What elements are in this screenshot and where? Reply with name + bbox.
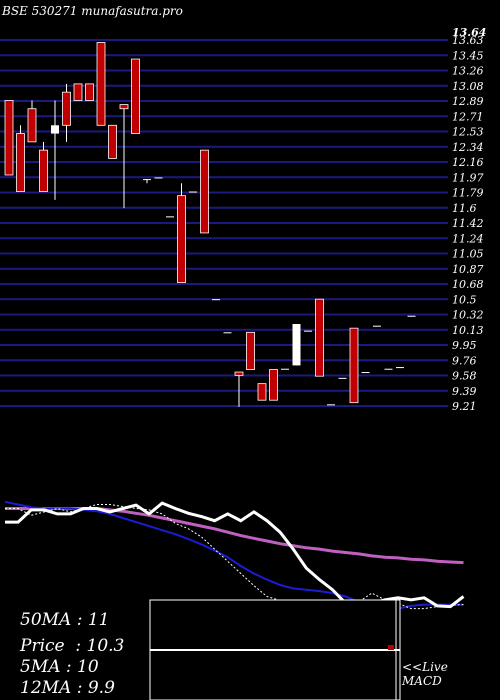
y-tick-label: 9.76 — [452, 354, 477, 367]
live-macd-label: <<Live MACD — [402, 660, 448, 688]
y-tick-label: 13.26 — [452, 65, 484, 78]
candle-body — [177, 195, 186, 284]
candle-body — [234, 371, 244, 376]
y-tick-label: 9.95 — [452, 339, 477, 352]
y-tick-label: 10.13 — [452, 324, 484, 337]
y-tick-label: 11.24 — [452, 232, 484, 245]
candle-body — [315, 298, 324, 377]
candle-body — [96, 42, 106, 126]
candle-body — [143, 179, 151, 181]
y-tick-label: 12.16 — [452, 156, 484, 169]
stat-price: Price : 10.3 — [20, 636, 125, 656]
candle-body — [407, 315, 416, 317]
candle-body — [223, 332, 232, 334]
y-tick-label: 11.05 — [452, 248, 484, 261]
candle-body — [292, 324, 301, 366]
candle-body — [304, 330, 312, 332]
y-tick-label: 13.63 — [452, 34, 484, 47]
candle-body — [200, 149, 209, 234]
candle-body — [85, 83, 94, 101]
y-tick-label: 9.39 — [452, 385, 477, 398]
macd-label: MACD — [402, 674, 442, 688]
candle-body — [384, 368, 393, 370]
y-tick-label: 10.32 — [452, 309, 484, 322]
live-label: <<Live — [402, 660, 448, 674]
candle-body — [39, 149, 48, 192]
candle-body — [16, 133, 25, 192]
chart-title: BSE 530271 munafasutra.pro — [2, 4, 183, 18]
stat-5ma: 5MA : 10 — [20, 657, 99, 677]
y-tick-label: 12.89 — [452, 95, 484, 108]
candle-body — [246, 331, 255, 370]
candle-body — [189, 191, 197, 193]
candle-body — [166, 216, 174, 218]
candle-body — [212, 299, 220, 301]
candle-body — [51, 125, 59, 134]
candle-body — [349, 327, 359, 404]
macd-marker — [388, 645, 394, 650]
y-tick-label: 11.42 — [452, 217, 484, 230]
y-tick-label: 10.5 — [452, 293, 477, 306]
stat-12ma: 12MA : 9.9 — [20, 678, 115, 698]
y-tick-label: 12.34 — [452, 141, 484, 154]
y-tick-label: 9.58 — [452, 370, 477, 383]
candle-body — [396, 367, 404, 369]
candle-body — [62, 91, 71, 126]
candle-body — [131, 58, 140, 134]
y-tick-label: 11.97 — [452, 171, 484, 184]
candle-body — [269, 369, 278, 401]
y-tick-label: 10.87 — [452, 263, 484, 276]
y-tick-label: 13.45 — [452, 49, 484, 62]
ma5-line — [5, 504, 464, 610]
candle-body — [281, 368, 289, 370]
y-tick-label: 11.6 — [452, 202, 477, 215]
y-tick-label: 9.21 — [452, 400, 477, 413]
candle-body — [373, 325, 381, 327]
candle-body — [108, 124, 117, 159]
stat-50ma: 50MA : 11 — [20, 610, 110, 630]
price-line — [5, 501, 465, 611]
y-tick-label: 10.68 — [452, 278, 484, 291]
candle-body — [73, 83, 83, 101]
y-tick-label: 13.08 — [452, 80, 484, 93]
candle-body — [327, 404, 335, 406]
candle-body — [27, 108, 37, 143]
y-tick-label: 12.53 — [452, 126, 484, 139]
candle-body — [361, 372, 370, 374]
candle-body — [154, 177, 163, 179]
candle-body — [119, 104, 129, 110]
candle-body — [4, 100, 14, 176]
top-value-label: 13.64 — [452, 26, 486, 39]
y-tick-label: 11.79 — [452, 187, 484, 200]
y-tick-label: 12.71 — [452, 110, 484, 123]
candle-body — [257, 383, 267, 401]
candle-body — [338, 377, 347, 379]
